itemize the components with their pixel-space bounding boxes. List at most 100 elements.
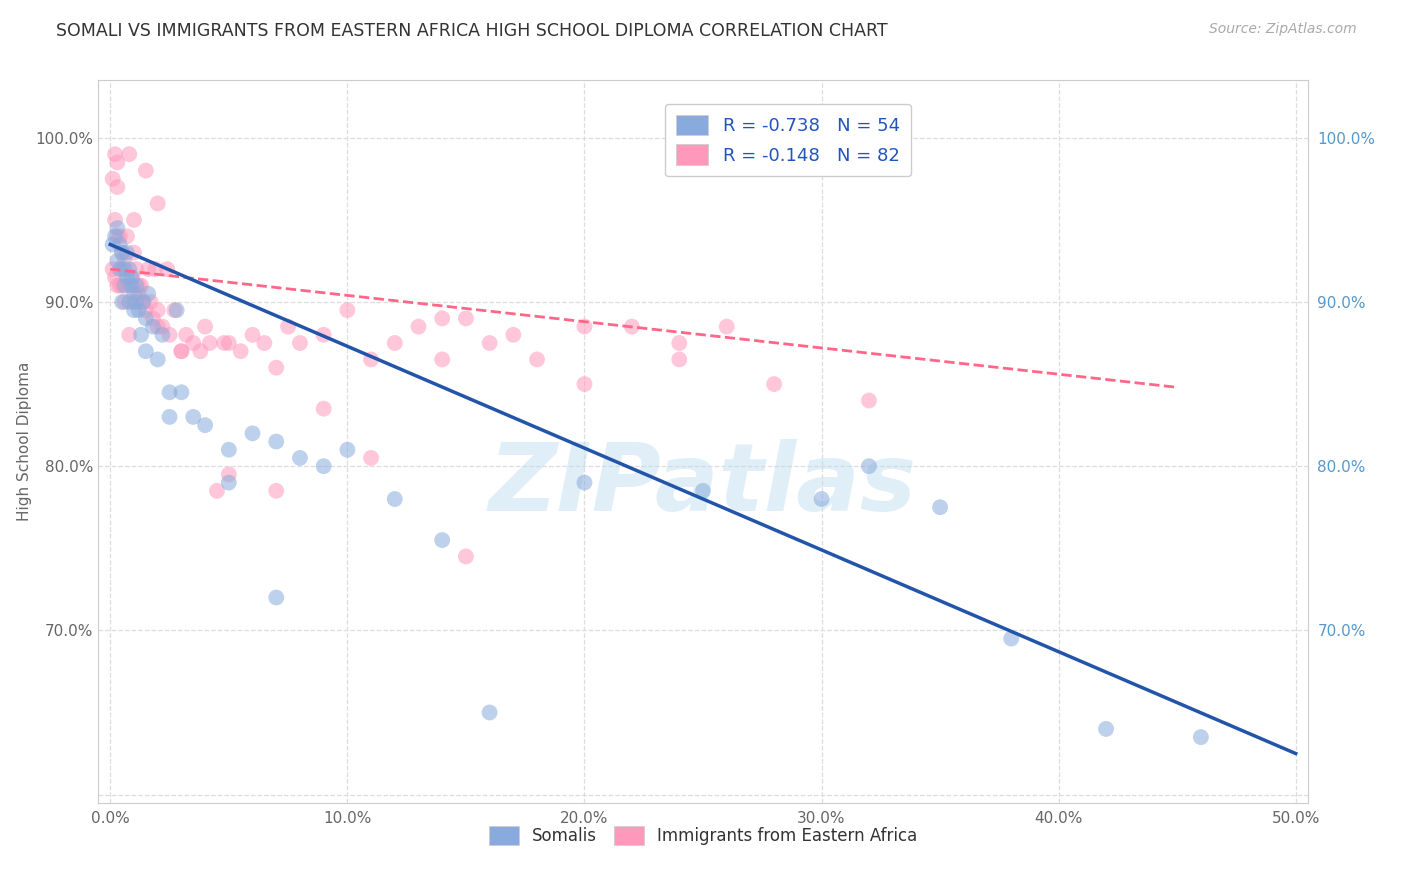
Point xyxy=(121,270,143,285)
Point xyxy=(432,311,454,326)
Point xyxy=(135,303,157,318)
Point xyxy=(122,286,145,301)
Point xyxy=(620,319,643,334)
Point xyxy=(198,336,221,351)
Legend: Somalis, Immigrants from Eastern Africa: Somalis, Immigrants from Eastern Africa xyxy=(489,826,917,845)
Point xyxy=(146,319,169,334)
Point xyxy=(136,262,159,277)
Point xyxy=(478,706,501,720)
Point xyxy=(142,319,165,334)
Point xyxy=(156,262,179,277)
Point xyxy=(125,295,148,310)
Point xyxy=(288,336,311,351)
Point xyxy=(108,229,131,244)
Point xyxy=(336,442,359,457)
Point xyxy=(105,221,128,235)
Point xyxy=(118,295,141,310)
Point xyxy=(111,262,134,277)
Point xyxy=(526,352,548,367)
Point xyxy=(114,262,136,277)
Point xyxy=(242,327,264,342)
Point xyxy=(142,311,165,326)
Point xyxy=(146,303,169,318)
Point xyxy=(111,278,134,293)
Point xyxy=(170,385,193,400)
Point xyxy=(1095,722,1118,736)
Point xyxy=(264,483,287,498)
Point xyxy=(108,237,131,252)
Point xyxy=(170,344,193,359)
Point xyxy=(858,393,880,408)
Point xyxy=(104,212,127,227)
Point xyxy=(454,549,477,564)
Point xyxy=(408,319,430,334)
Point xyxy=(108,262,131,277)
Point xyxy=(692,483,714,498)
Point xyxy=(101,262,124,277)
Point xyxy=(115,229,138,244)
Point xyxy=(432,533,454,547)
Point xyxy=(135,344,157,359)
Point xyxy=(716,319,738,334)
Point xyxy=(218,475,240,490)
Point xyxy=(118,147,141,161)
Point xyxy=(763,377,786,392)
Point xyxy=(105,180,128,194)
Point xyxy=(143,262,166,277)
Point xyxy=(312,327,335,342)
Point xyxy=(118,278,141,293)
Point xyxy=(574,377,596,392)
Point xyxy=(104,147,127,161)
Point xyxy=(105,253,128,268)
Text: SOMALI VS IMMIGRANTS FROM EASTERN AFRICA HIGH SCHOOL DIPLOMA CORRELATION CHART: SOMALI VS IMMIGRANTS FROM EASTERN AFRICA… xyxy=(56,22,887,40)
Point xyxy=(205,483,228,498)
Point xyxy=(312,401,335,416)
Point xyxy=(121,270,143,285)
Point xyxy=(668,336,690,351)
Point xyxy=(174,327,197,342)
Point xyxy=(132,295,155,310)
Point xyxy=(194,319,217,334)
Point xyxy=(1000,632,1022,646)
Point xyxy=(1189,730,1212,744)
Point xyxy=(115,245,138,260)
Point xyxy=(118,327,141,342)
Point xyxy=(152,319,174,334)
Point xyxy=(129,278,152,293)
Point xyxy=(114,278,136,293)
Point xyxy=(111,245,134,260)
Point xyxy=(163,303,186,318)
Point xyxy=(336,303,359,318)
Point xyxy=(128,286,150,301)
Point xyxy=(242,426,264,441)
Point xyxy=(129,327,152,342)
Point xyxy=(118,262,141,277)
Point xyxy=(105,229,128,244)
Point xyxy=(146,352,169,367)
Point xyxy=(432,352,454,367)
Point xyxy=(135,311,157,326)
Point xyxy=(128,278,150,293)
Point xyxy=(181,409,204,424)
Point xyxy=(111,245,134,260)
Point xyxy=(194,418,217,433)
Point xyxy=(574,475,596,490)
Point xyxy=(122,212,145,227)
Text: Source: ZipAtlas.com: Source: ZipAtlas.com xyxy=(1209,22,1357,37)
Point xyxy=(105,155,128,169)
Point xyxy=(668,352,690,367)
Point xyxy=(114,295,136,310)
Point xyxy=(135,163,157,178)
Point xyxy=(190,344,212,359)
Point xyxy=(152,327,174,342)
Point xyxy=(218,336,240,351)
Point xyxy=(384,336,406,351)
Point xyxy=(181,336,204,351)
Point xyxy=(159,327,181,342)
Point xyxy=(101,171,124,186)
Point xyxy=(101,237,124,252)
Point xyxy=(104,270,127,285)
Point xyxy=(277,319,299,334)
Point xyxy=(810,491,832,506)
Point xyxy=(858,459,880,474)
